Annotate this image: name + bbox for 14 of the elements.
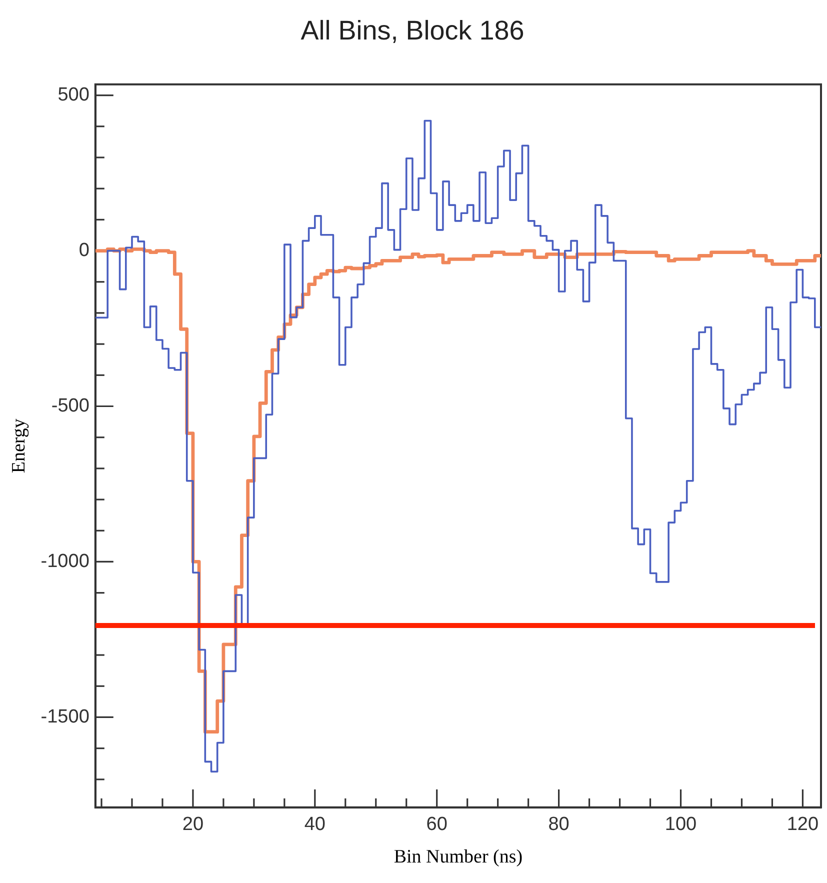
y-axis-title: Energy <box>8 418 30 474</box>
y-tick-label: -1500 <box>40 706 90 728</box>
x-tick-label: 40 <box>304 814 326 836</box>
y-tick-label: 500 <box>58 84 90 106</box>
y-tick-label: -500 <box>51 395 90 416</box>
x-axis-title: Bin Number (ns) <box>394 846 523 868</box>
x-tick-label: 120 <box>786 814 819 836</box>
y-tick-label: -1000 <box>40 550 90 572</box>
x-tick-label: 100 <box>664 814 697 836</box>
y-tick-label: 0 <box>78 240 90 261</box>
x-tick-label: 80 <box>548 814 570 836</box>
chart-title: All Bins, Block 186 <box>300 16 524 46</box>
x-tick-label: 60 <box>426 814 448 836</box>
x-tick-label: 20 <box>182 814 204 836</box>
